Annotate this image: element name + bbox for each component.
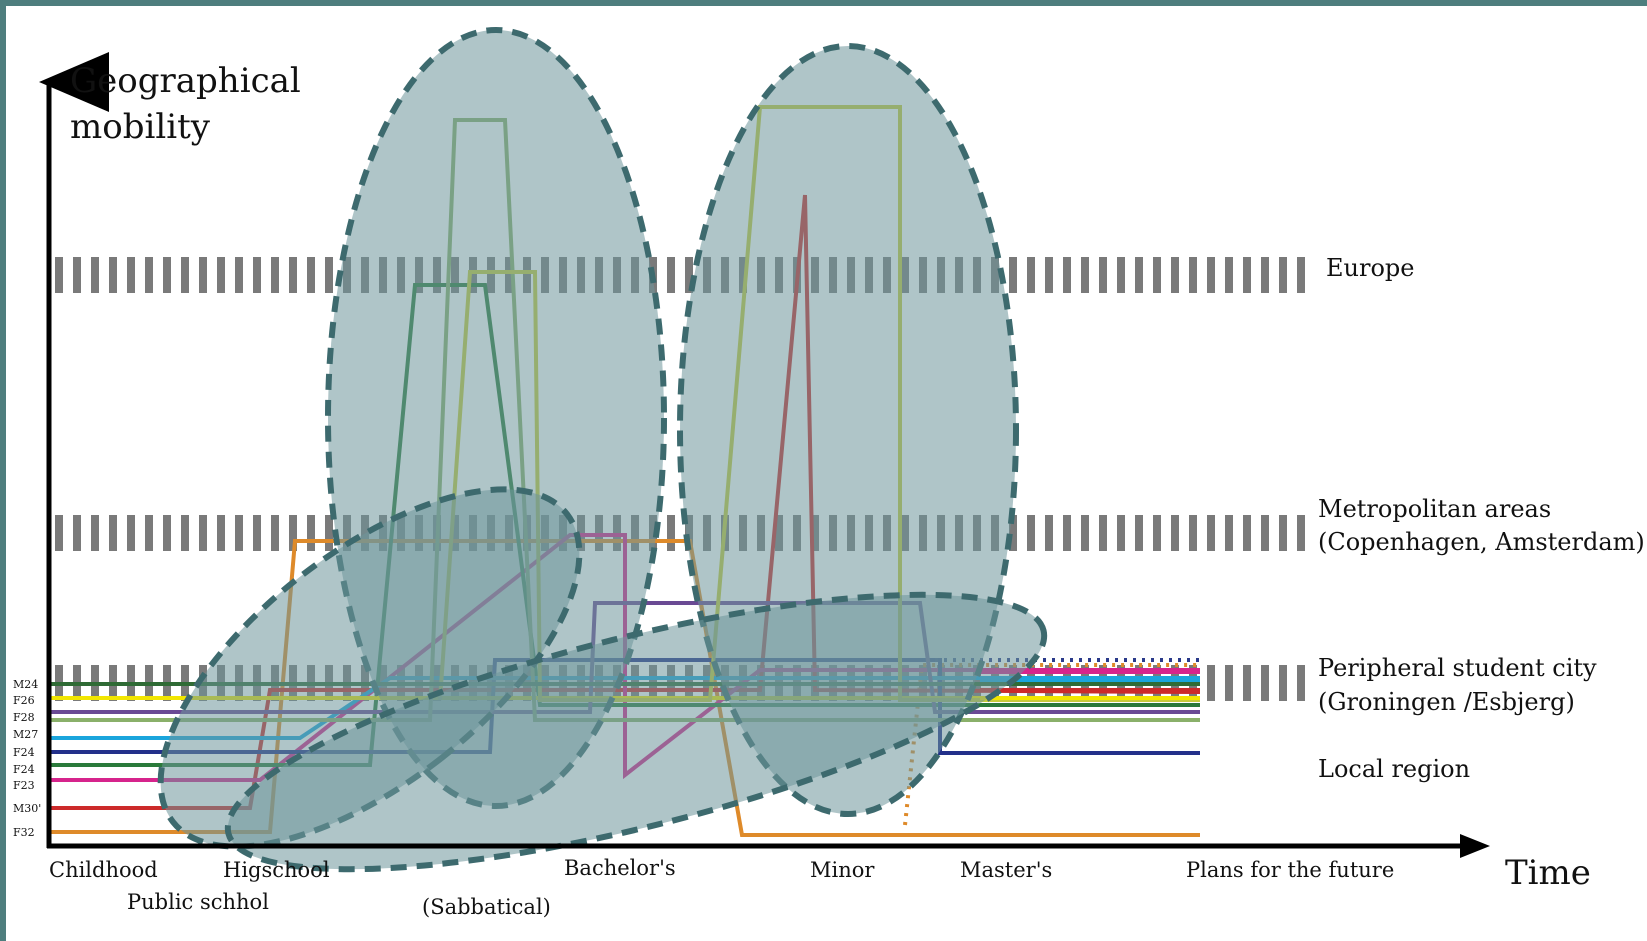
phase-masters: Master's xyxy=(960,858,1052,882)
x-axis-arrowhead xyxy=(1460,834,1490,858)
y-axis-title-line2: mobility xyxy=(70,107,211,147)
phase-sabbatical: (Sabbatical) xyxy=(422,895,551,919)
mobility-diagram: Geographical mobility Time Europe Metrop… xyxy=(13,27,1645,919)
phase-minor: Minor xyxy=(810,858,875,882)
cluster-ellipses xyxy=(157,27,1048,873)
x-axis-title: Time xyxy=(1505,853,1591,893)
figure-frame: Geographical mobility Time Europe Metrop… xyxy=(6,6,1647,941)
participant-label-F24b: F24 xyxy=(13,763,35,776)
phase-public-school: Public schhol xyxy=(127,890,269,914)
ellipse-peripheral-move xyxy=(224,591,1048,873)
level-label-metro-line2: (Copenhagen, Amsterdam) xyxy=(1318,528,1645,556)
level-label-local: Local region xyxy=(1318,755,1470,783)
participant-labels: M24 F26 F28 M27 F24 F24 F23 M30' F32 xyxy=(13,678,41,839)
participant-label-F32: F32 xyxy=(13,826,35,839)
participant-label-M27: M27 xyxy=(13,728,38,741)
participant-label-F23: F23 xyxy=(13,779,35,792)
level-label-peripheral-line2: (Groningen /Esbjerg) xyxy=(1318,688,1575,716)
participant-label-M30: M30' xyxy=(13,802,41,815)
level-label-peripheral-line1: Peripheral student city xyxy=(1318,654,1597,682)
phase-future: Plans for the future xyxy=(1186,858,1394,882)
participant-label-F26: F26 xyxy=(13,694,35,707)
participant-label-F24a: F24 xyxy=(13,746,35,759)
level-label-europe: Europe xyxy=(1326,254,1414,282)
phase-childhood: Childhood xyxy=(49,858,158,882)
participant-label-F28: F28 xyxy=(13,711,35,724)
y-axis-title-line1: Geographical xyxy=(70,61,301,101)
level-label-metro-line1: Metropolitan areas xyxy=(1318,495,1551,523)
phase-highschool: Higschool xyxy=(223,858,330,882)
participant-label-M24: M24 xyxy=(13,678,38,691)
phase-bachelors: Bachelor's xyxy=(564,856,676,880)
